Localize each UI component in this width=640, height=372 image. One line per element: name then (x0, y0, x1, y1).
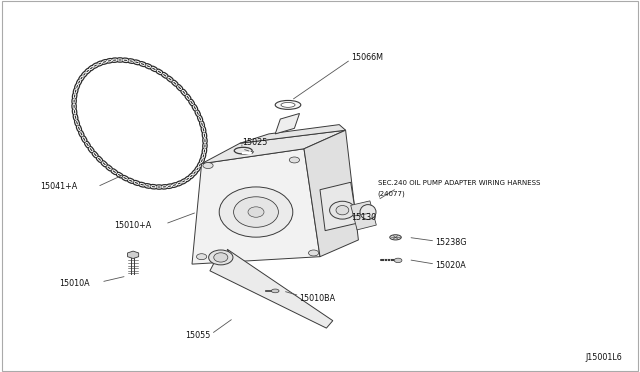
Ellipse shape (271, 289, 279, 293)
Polygon shape (304, 130, 358, 257)
Ellipse shape (289, 157, 300, 163)
Text: 15010A: 15010A (59, 279, 90, 288)
Ellipse shape (219, 187, 293, 237)
Text: (24077): (24077) (378, 190, 405, 197)
Ellipse shape (330, 201, 355, 219)
Ellipse shape (390, 235, 401, 240)
Ellipse shape (275, 100, 301, 109)
Ellipse shape (336, 205, 349, 215)
Text: 15238G: 15238G (435, 238, 467, 247)
Polygon shape (210, 249, 333, 328)
Text: 15055: 15055 (186, 331, 211, 340)
Ellipse shape (209, 250, 233, 265)
Polygon shape (192, 149, 320, 264)
Text: 15020A: 15020A (435, 262, 466, 270)
Text: 15025: 15025 (242, 138, 268, 147)
Ellipse shape (203, 163, 213, 169)
Ellipse shape (196, 254, 207, 260)
Text: 15041+A: 15041+A (40, 182, 77, 191)
Polygon shape (127, 251, 139, 259)
Text: 15010BA: 15010BA (300, 294, 335, 303)
Ellipse shape (281, 103, 295, 108)
Text: 15130: 15130 (351, 213, 376, 222)
Ellipse shape (360, 205, 376, 219)
Polygon shape (240, 125, 346, 143)
Text: J15001L6: J15001L6 (586, 353, 622, 362)
Ellipse shape (248, 207, 264, 217)
Ellipse shape (308, 250, 319, 256)
Ellipse shape (394, 258, 402, 263)
Text: 15066M: 15066M (351, 53, 383, 62)
Text: SEC.240 OIL PUMP ADAPTER WIRING HARNESS: SEC.240 OIL PUMP ADAPTER WIRING HARNESS (378, 180, 540, 186)
Text: 15010+A: 15010+A (114, 221, 151, 230)
Ellipse shape (214, 253, 228, 262)
Polygon shape (351, 201, 376, 230)
Polygon shape (202, 130, 346, 164)
Polygon shape (275, 113, 300, 134)
Polygon shape (320, 182, 357, 231)
Ellipse shape (234, 197, 278, 227)
